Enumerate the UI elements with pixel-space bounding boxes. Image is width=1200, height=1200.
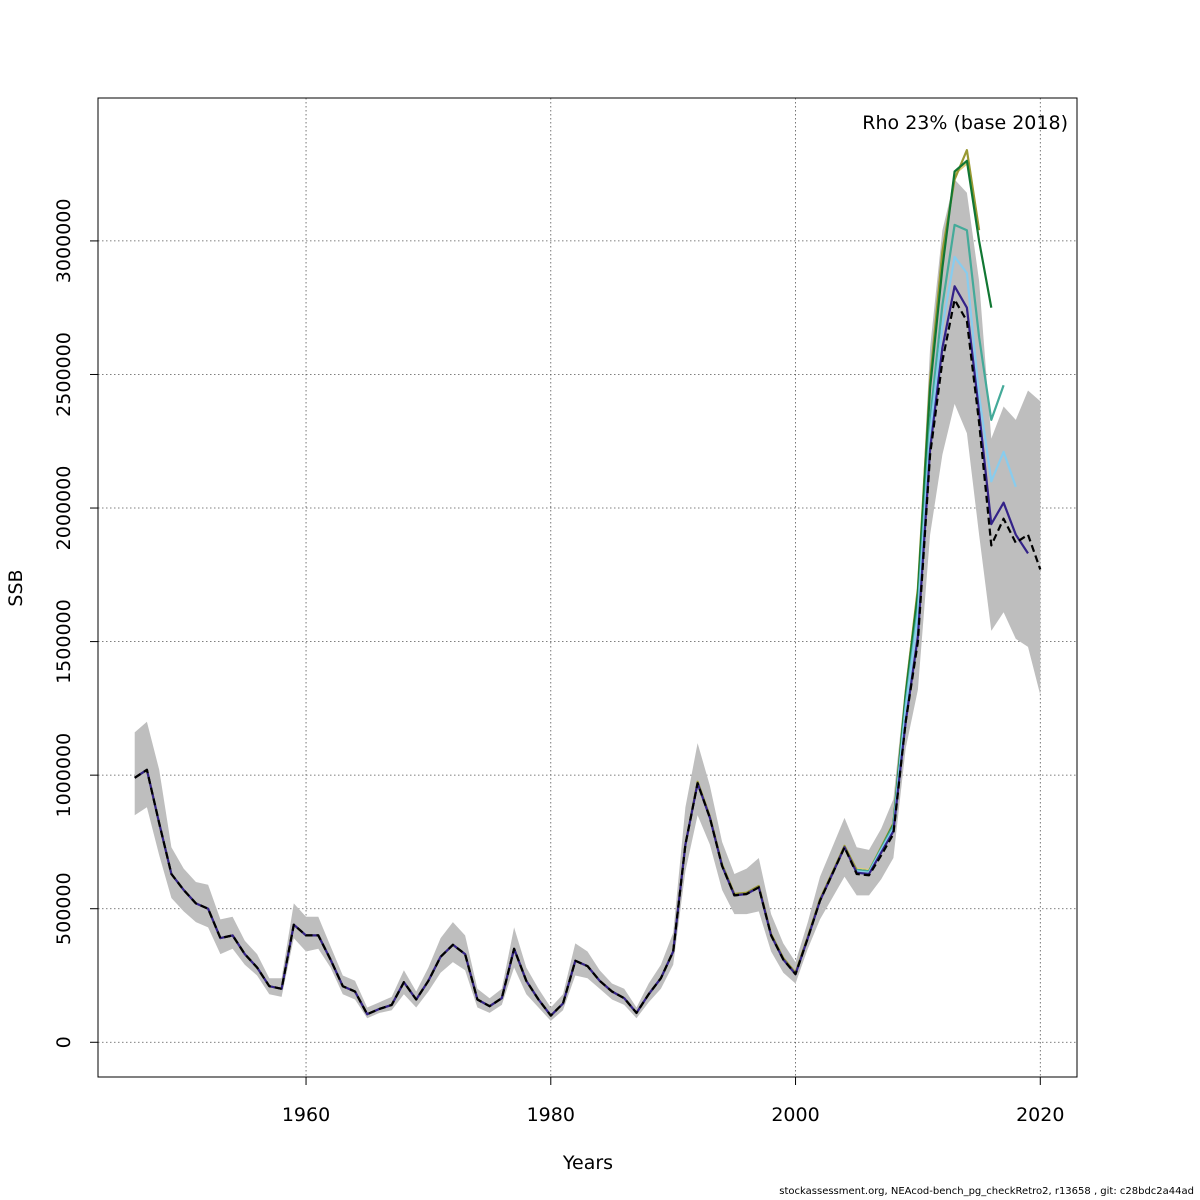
- y-tick-label: 2000000: [53, 466, 75, 551]
- series-line-retro_2019: [134, 285, 1029, 1017]
- y-tick-label: 1000000: [53, 733, 75, 818]
- y-axis: 0 500000 1000000 1500000 2000000 2500000 30000…: [53, 199, 98, 1048]
- grid-lines: [98, 98, 1077, 1077]
- x-tick-label: 1960: [282, 1104, 330, 1126]
- y-tick-label: 3000000: [53, 199, 75, 284]
- rho-annotation: Rho 23% (base 2018): [862, 112, 1068, 134]
- confidence-band: [134, 179, 1041, 1021]
- x-axis-label: Years: [562, 1152, 613, 1174]
- y-tick-label: 2500000: [53, 332, 75, 417]
- y-axis-label: SSB: [5, 569, 27, 606]
- plot-frame: [97, 97, 1078, 1078]
- series-line-base: [134, 298, 1042, 1017]
- series-layer: [134, 149, 1042, 1017]
- footer-credit: stockassessment.org, NEAcod-bench_pg_che…: [779, 1186, 1194, 1197]
- x-axis: 1960 1980 2000 2020: [282, 1077, 1064, 1126]
- confidence-band-layer: [134, 179, 1041, 1021]
- x-tick-label: 2000: [771, 1104, 819, 1126]
- y-tick-label: 1500000: [53, 599, 75, 684]
- x-tick-label: 2020: [1016, 1104, 1064, 1126]
- y-tick-label: 0: [53, 1036, 75, 1048]
- y-tick-label: 500000: [53, 872, 75, 945]
- series-line-retro_2018: [856, 255, 1017, 874]
- x-tick-label: 1980: [527, 1104, 575, 1126]
